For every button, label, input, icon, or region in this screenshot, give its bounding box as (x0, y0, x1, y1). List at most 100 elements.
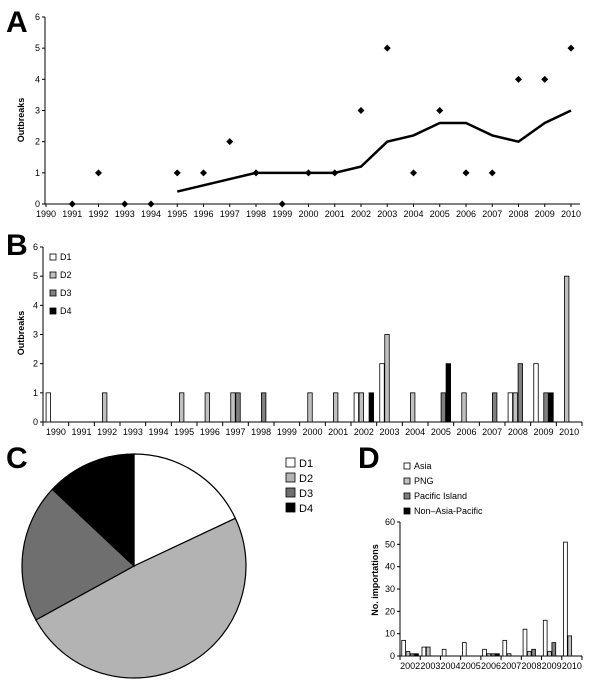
bar-d4 (445, 363, 451, 423)
outbreak-point (436, 107, 444, 114)
bar-d2 (179, 392, 185, 423)
x-tick-label: 2009 (535, 209, 555, 219)
x-tick-label: 1998 (251, 427, 271, 437)
panel-b-chart: Outbreaks 0 1 2 3 4 5 6 1990 1991 1992 1993 1994 199… (16, 242, 583, 437)
outbreak-point (567, 44, 575, 52)
panel-d-ylabel: No. importations (370, 544, 380, 616)
bar-d2 (384, 334, 390, 423)
bar-non-asia-pacific (414, 653, 419, 657)
y-tick-label: 5 (35, 43, 40, 53)
bar-asia (502, 639, 508, 657)
bar-asia (462, 642, 467, 657)
y-tick-label: 30 (385, 584, 395, 594)
x-tick-label: 2008 (508, 209, 528, 219)
bar-d1 (353, 392, 359, 423)
y-tick-label: 0 (35, 199, 40, 209)
outbreak-point (541, 75, 549, 83)
moving-average-line (176, 109, 572, 193)
bar-d2 (204, 392, 210, 423)
outbreak-point (95, 169, 102, 177)
outbreak-point (331, 169, 339, 177)
x-tick-label: 1992 (88, 209, 108, 219)
outbreak-point (357, 107, 365, 114)
x-tick-label: 1995 (167, 209, 187, 219)
bar-d2 (307, 392, 313, 423)
bar-d2 (230, 392, 236, 423)
x-tick-label: 2010 (561, 209, 581, 219)
x-tick-label: 2009 (533, 427, 553, 437)
y-tick-label: 4 (35, 74, 40, 84)
bar-pacific-island (490, 653, 496, 657)
bar-d3 (440, 392, 446, 423)
legend-swatch (403, 492, 411, 500)
x-tick-label: 2002 (354, 427, 374, 437)
bar-asia (482, 648, 487, 657)
bar-asia (401, 639, 406, 657)
panel-b-ylabel: Outbreaks (16, 311, 26, 356)
bar-d2 (102, 392, 108, 423)
legend-swatch (403, 477, 411, 485)
x-tick-label: 1991 (62, 209, 82, 219)
x-tick-label: 1992 (97, 427, 117, 437)
bar-asia (542, 619, 548, 657)
legend-swatch (49, 289, 57, 297)
x-tick-label: 2001 (325, 209, 345, 219)
bar-d2 (358, 392, 364, 423)
bar-d3 (261, 392, 267, 423)
bar-pacific-island (409, 653, 415, 657)
x-tick-label: 2001 (328, 427, 348, 437)
legend-label: Non–Asia-Pacific (414, 506, 483, 516)
bar-d1 (533, 363, 539, 423)
legend-label: PNG (414, 476, 434, 486)
x-tick-label: 2000 (298, 209, 318, 219)
outbreak-point (305, 169, 312, 177)
bar-asia (441, 648, 447, 657)
bar-png (405, 651, 411, 657)
legend-label: D3 (60, 288, 72, 298)
bar-non-asia-pacific (495, 653, 500, 657)
y-tick-label: 2 (33, 359, 38, 369)
legend-swatch (49, 271, 57, 279)
x-tick-label: 1999 (277, 427, 297, 437)
outbreak-point (462, 169, 470, 177)
x-tick-label: 2006 (456, 209, 476, 219)
outbreak-point (252, 169, 260, 177)
bar-d3 (235, 392, 241, 423)
y-tick-label: 0 (33, 417, 38, 427)
bar-d1 (45, 392, 51, 423)
x-tick-label: 2004 (441, 661, 461, 671)
bar-d3 (492, 392, 498, 423)
x-tick-label: 1998 (246, 209, 266, 219)
pie-slice-d2 (35, 517, 247, 679)
bar-png (425, 646, 431, 657)
pie-slice-d3 (21, 488, 136, 621)
legend-label: Pacific Island (414, 491, 467, 501)
panel-letter-d: D (358, 442, 380, 475)
x-tick-label: 2003 (379, 427, 399, 437)
x-tick-label: 2009 (542, 661, 562, 671)
y-tick-label: 60 (385, 517, 395, 527)
y-tick-label: 6 (35, 12, 40, 22)
x-tick-label: 1990 (36, 209, 56, 219)
bar-asia (421, 646, 427, 657)
x-tick-label: 2006 (456, 427, 476, 437)
x-tick-label: 1996 (193, 209, 213, 219)
legend-swatch (285, 457, 296, 468)
legend-label: D1 (299, 458, 313, 470)
y-tick-label: 50 (385, 539, 395, 549)
x-tick-label: 1997 (220, 209, 240, 219)
bar-asia (563, 541, 568, 657)
x-tick-label: 1997 (225, 427, 245, 437)
x-tick-label: 2005 (461, 661, 481, 671)
panel-letter-a: A (6, 6, 28, 39)
legend-swatch (403, 507, 411, 515)
x-tick-label: 2004 (403, 209, 423, 219)
panel-a-ylabel: Outbreaks (16, 98, 26, 143)
legend-label: Asia (414, 461, 432, 471)
outbreak-point (410, 169, 417, 177)
legend-swatch (285, 502, 296, 513)
bar-pacific-island (531, 648, 536, 657)
x-tick-label: 2004 (405, 427, 425, 437)
y-tick-label: 20 (385, 606, 395, 616)
